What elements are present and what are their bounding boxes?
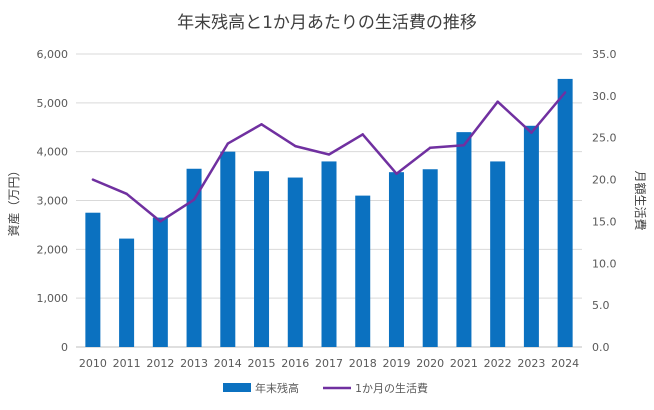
left-axis-tick-label: 4,000	[37, 146, 69, 159]
bar	[355, 195, 371, 347]
x-axis-tick-label: 2010	[79, 357, 107, 370]
x-axis-tick-label: 2022	[484, 357, 512, 370]
line-point	[429, 146, 432, 149]
x-axis-tick-label: 2016	[281, 357, 309, 370]
x-axis-tick-label: 2018	[349, 357, 377, 370]
legend-label: 1か月の生活費	[355, 381, 428, 395]
right-axis-tick-label: 10.0	[592, 257, 617, 270]
line-point	[462, 144, 466, 147]
line-point	[125, 192, 128, 196]
line-point	[530, 131, 533, 134]
legend-label: 年末残高	[255, 381, 299, 395]
x-axis-tick-label: 2011	[113, 357, 141, 370]
left-axis-title: 資産（万円）	[6, 164, 21, 236]
right-axis-tick-label: 20.0	[592, 174, 617, 187]
bar	[254, 171, 270, 347]
x-axis-tick-label: 2014	[214, 357, 242, 370]
x-axis-tick-label: 2020	[416, 357, 444, 370]
bar	[422, 169, 438, 347]
left-axis-tick-label: 3,000	[37, 195, 69, 208]
legend-bar-swatch	[223, 383, 251, 392]
line-point	[294, 144, 297, 148]
legend: 年末残高 1か月の生活費	[223, 381, 428, 395]
right-axis-title: 月額生活費	[633, 170, 648, 230]
right-axis-ticks: 0.0 5.0 10.0 15.0 20.0 25.0 30.0 35.0	[592, 48, 617, 354]
line-point	[361, 133, 364, 136]
line-point	[91, 178, 95, 181]
left-axis-tick-label: 2,000	[37, 243, 69, 256]
line-point	[496, 100, 499, 103]
right-axis-tick-label: 25.0	[592, 132, 617, 145]
line-point	[226, 142, 229, 145]
x-axis-tick-label: 2024	[551, 357, 579, 370]
x-axis-tick-label: 2019	[382, 357, 410, 370]
line-point	[327, 153, 331, 156]
x-axis-tick-label: 2013	[180, 357, 208, 370]
left-axis-tick-label: 5,000	[37, 97, 69, 110]
x-axis-tick-label: 2012	[146, 357, 174, 370]
bar-series	[85, 78, 573, 347]
line-point	[395, 172, 398, 175]
right-axis-tick-label: 35.0	[592, 48, 617, 61]
left-axis-tick-label: 1,000	[37, 292, 69, 305]
bar	[287, 177, 303, 347]
bar	[119, 238, 135, 347]
line-point	[159, 220, 162, 223]
bar	[85, 212, 101, 347]
bar	[456, 132, 472, 347]
left-axis-ticks: 0 1,000 2,000 3,000 4,000 5,000 6,000	[37, 48, 69, 354]
right-axis-tick-label: 0.0	[592, 341, 610, 354]
x-axis-tick-label: 2015	[248, 357, 276, 370]
line-series	[91, 91, 567, 223]
bar	[557, 78, 573, 347]
x-axis-tick-label: 2023	[517, 357, 545, 370]
line-point	[192, 198, 196, 201]
bar	[220, 151, 236, 347]
line-point	[563, 91, 567, 94]
right-axis-tick-label: 15.0	[592, 215, 617, 228]
left-axis-tick-label: 0	[61, 341, 68, 354]
bar	[186, 168, 202, 347]
bar	[388, 172, 404, 347]
left-axis-tick-label: 6,000	[37, 48, 69, 61]
line-point	[260, 123, 263, 126]
bar	[152, 217, 168, 347]
right-axis-tick-label: 30.0	[592, 90, 617, 103]
bar	[490, 161, 506, 347]
chart-title: 年末残高と1か月あたりの生活費の推移	[177, 13, 477, 33]
right-axis-tick-label: 5.0	[592, 299, 610, 312]
bar	[321, 161, 337, 347]
x-axis-tick-label: 2017	[315, 357, 343, 370]
bar	[523, 125, 539, 347]
x-axis-ticks: 2010 2011 2012 2013 2014 2015 2016 2017 2018 2019…	[79, 357, 579, 370]
x-axis-tick-label: 2021	[450, 357, 478, 370]
